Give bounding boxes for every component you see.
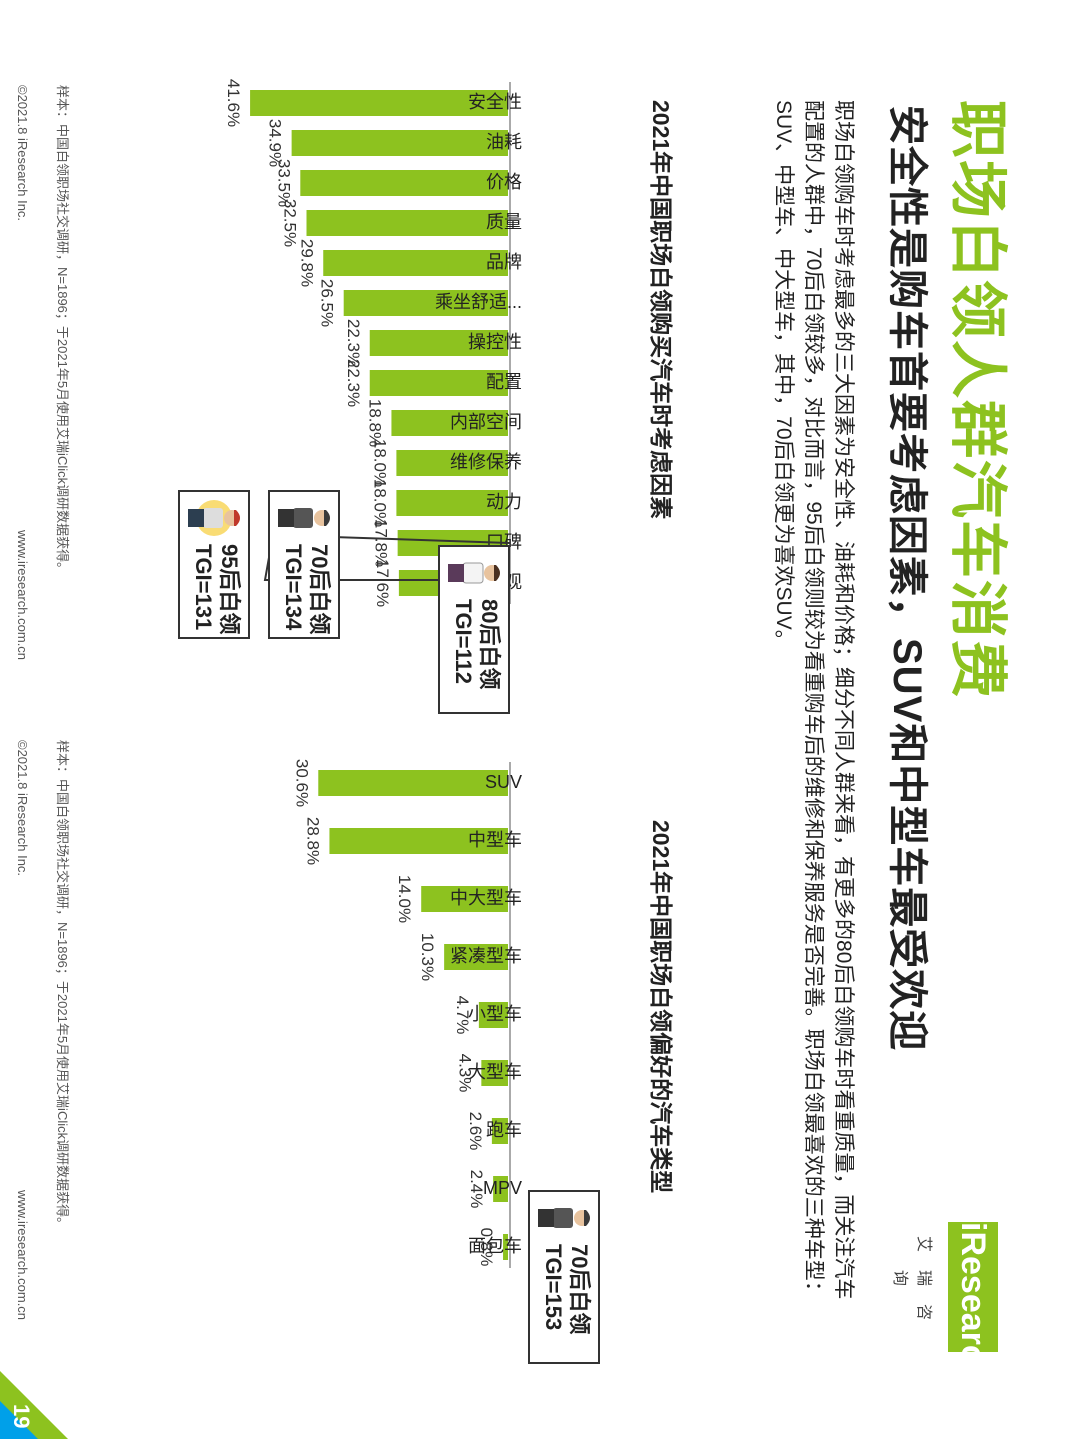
bar	[396, 490, 508, 516]
logo-brand: iResearch	[948, 1222, 998, 1385]
callout-70s-line2: TGI=134	[281, 544, 306, 631]
category-label: 面包车	[468, 1236, 522, 1256]
bar	[306, 210, 508, 236]
callout-70s-line1: 70后白领	[307, 544, 332, 635]
data-label: 33.5%	[274, 159, 293, 207]
bar	[291, 130, 508, 156]
person-icon	[278, 508, 330, 528]
bar	[318, 770, 508, 796]
bar	[396, 450, 508, 476]
callout-95s: 95后白领 TGI=131	[178, 490, 250, 639]
left-website: www.iresearch.com.cn	[15, 530, 30, 661]
data-label: 18.8%	[365, 399, 384, 447]
right-note-sample: 样本：中国白领职场社交调研，N=1896；于2021年5月使用艾瑞iClick调…	[55, 740, 70, 1231]
data-label: 4.3%	[455, 1054, 474, 1093]
bar	[323, 250, 508, 276]
category-label: 跑车	[486, 1120, 522, 1140]
callout-70s: 70后白领 TGI=134	[268, 490, 340, 639]
bar	[250, 90, 508, 116]
right-chart: 30.6% SUV 28.8% 中型车 14.0% 中大型车 10.3% 紧凑型车 4.7%小型…	[292, 759, 522, 1268]
left-chart-title: 2021年中国职场白领购买汽车时考虑因素	[648, 100, 674, 520]
person-icon	[538, 1208, 590, 1228]
bar	[329, 828, 508, 854]
category-label: 中大型车	[450, 888, 522, 908]
data-label: 2.4%	[467, 1170, 486, 1209]
right-copyright: ©2021.8 iResearch Inc.	[15, 740, 30, 877]
category-label: 内部空间	[450, 412, 522, 432]
data-label: 4.7%	[453, 996, 472, 1035]
callout-80s: 80后白领 TGI=112	[438, 545, 510, 714]
category-label: 维修保养	[450, 452, 522, 472]
page-subtitle: 安全性是购车首要考虑因素，SUV和中型车最受欢迎	[885, 105, 929, 1052]
logo-cn: 艾瑞咨询	[891, 1235, 932, 1338]
data-label: 34.9%	[266, 119, 285, 167]
bar	[421, 886, 508, 912]
data-label: 10.3%	[418, 933, 437, 981]
person-icon	[448, 562, 500, 584]
data-label: 41.6%	[224, 79, 243, 127]
data-label: 0.8%	[477, 1228, 496, 1267]
category-label: 油耗	[486, 132, 522, 152]
category-label: 动力	[486, 492, 522, 512]
bar	[493, 1176, 508, 1202]
category-label: 小型车	[468, 1004, 522, 1024]
callout-70s-suv: 70后白领 TGI=153	[528, 1190, 600, 1364]
bar	[444, 944, 508, 970]
callout-suv-line2: TGI=153	[541, 1244, 566, 1331]
page-title: 职场白领人群汽车消费	[945, 100, 1010, 701]
callout-80s-line1: 80后白领	[477, 599, 502, 690]
left-note-sample: 样本：中国白领职场社交调研，N=1896；于2021年5月使用艾瑞iClick调…	[55, 85, 70, 576]
category-label: 中型车	[468, 830, 522, 850]
data-label: 28.8%	[303, 817, 322, 865]
page-number-corner	[0, 1371, 68, 1439]
data-label: 22.3%	[344, 319, 363, 367]
bar	[300, 170, 508, 196]
bar	[343, 290, 508, 316]
category-label: 安全性	[468, 92, 522, 112]
data-label: 14.0%	[395, 875, 414, 923]
category-label: 质量	[486, 212, 522, 232]
data-label: 2.6%	[466, 1112, 485, 1151]
right-chart-title: 2021年中国职场白领偏好的汽车类型	[648, 820, 674, 1194]
bar	[491, 1118, 508, 1144]
category-label: MPV	[483, 1178, 522, 1198]
category-label: 操控性	[468, 332, 522, 352]
callout-suv-line1: 70后白领	[567, 1244, 592, 1335]
bar	[503, 1234, 508, 1260]
data-label: 26.5%	[318, 279, 337, 327]
page-number: 19	[9, 1404, 34, 1429]
page-description: 职场白领购车时考虑最多的三大因素为安全性、油耗和价格；细分不同人群来看，有更多的…	[772, 100, 855, 1302]
person-icon	[188, 500, 240, 536]
callout-95s-line2: TGI=131	[191, 544, 216, 631]
data-label: 17.6%	[373, 559, 392, 607]
category-label: 品牌	[486, 252, 522, 272]
callout-80s-line2: TGI=112	[451, 599, 476, 685]
data-label: 30.6%	[292, 759, 311, 807]
data-label: 18.0%	[370, 479, 389, 527]
callout-95s-line1: 95后白领	[217, 544, 242, 635]
category-label: 紧凑型车	[450, 946, 522, 966]
bar	[369, 370, 508, 396]
category-label: 大型车	[468, 1062, 522, 1082]
data-label: 17.8%	[372, 519, 391, 567]
bar	[481, 1060, 508, 1086]
data-label: 18.0%	[370, 439, 389, 487]
category-label: 乘坐舒适...	[435, 292, 522, 312]
bar	[478, 1002, 508, 1028]
left-copyright: ©2021.8 iResearch Inc.	[15, 85, 30, 222]
category-label: 价格	[486, 172, 522, 192]
right-website: www.iresearch.com.cn	[15, 1190, 30, 1321]
data-label: 32.5%	[281, 199, 300, 247]
bar	[391, 410, 508, 436]
bar	[369, 330, 508, 356]
data-label: 22.3%	[344, 359, 363, 407]
category-label: 配置	[486, 372, 522, 392]
left-chart: 41.6% 安全性 34.9% 油耗 33.5% 价格 32.5% 质量 29.8% 品牌 26.5…	[224, 79, 522, 607]
data-label: 29.8%	[297, 239, 316, 287]
iresearch-logo: iResearch 艾瑞咨询	[891, 1222, 1008, 1385]
category-label: SUV	[485, 772, 522, 792]
